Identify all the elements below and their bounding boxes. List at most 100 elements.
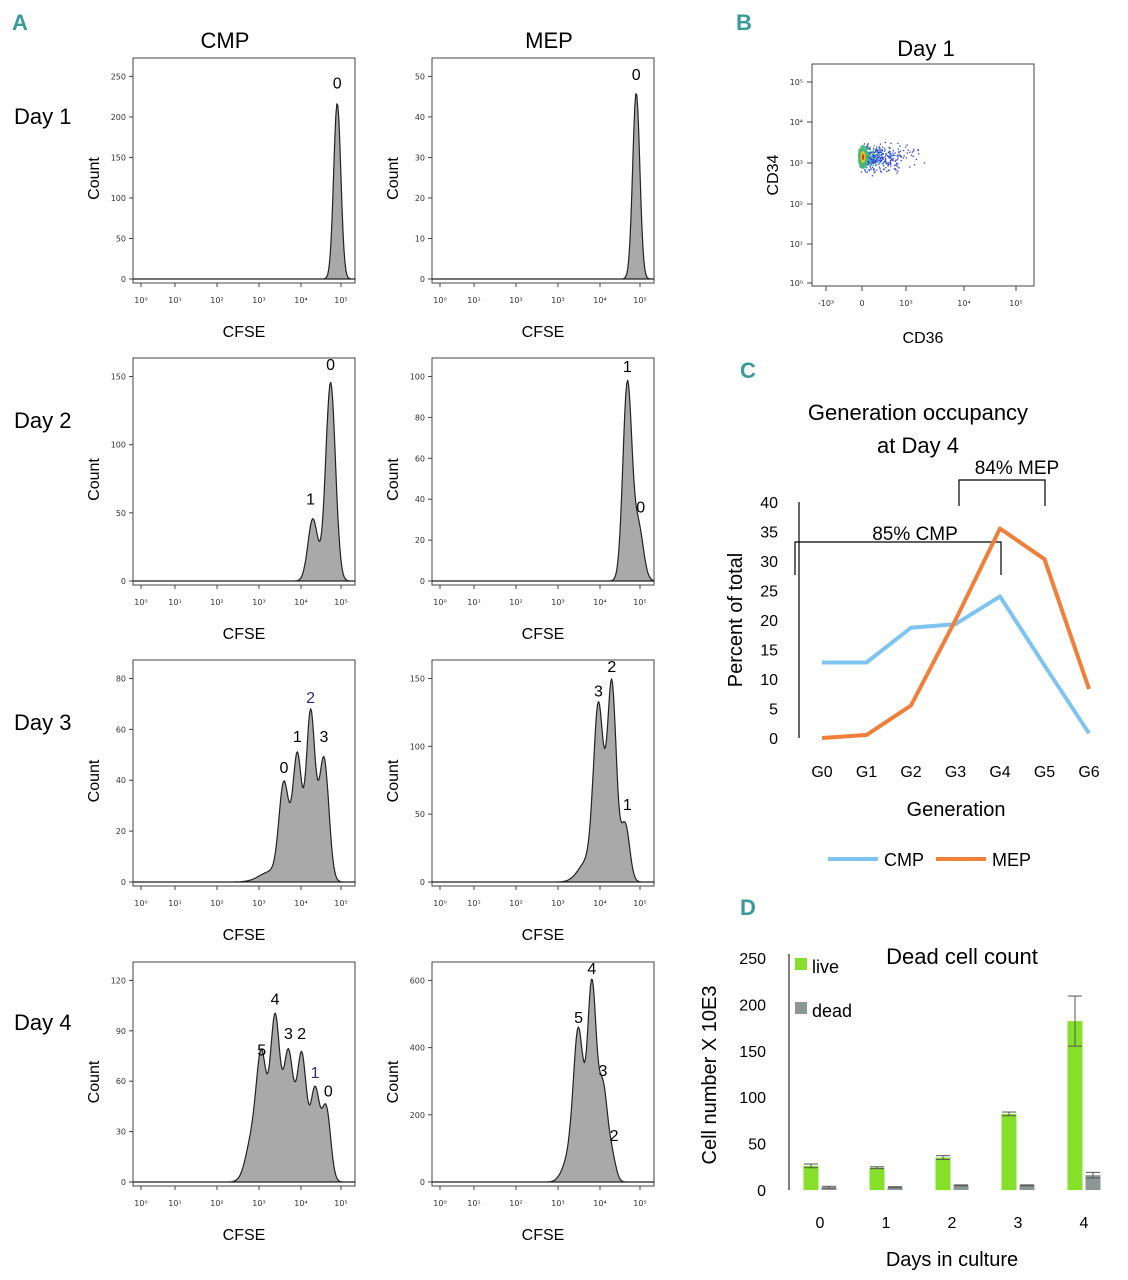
- event-dot: [870, 168, 872, 170]
- y-tick-label: 50: [415, 72, 425, 81]
- event-dot: [883, 148, 886, 150]
- event-dot: [900, 156, 902, 158]
- event-dot: [889, 153, 891, 155]
- x-tick-label: 10³: [252, 598, 265, 607]
- event-dot: [899, 150, 902, 152]
- event-dot: [877, 156, 879, 158]
- series-line-mep: [821, 526, 1091, 740]
- generation-peak-label: 1: [306, 491, 315, 508]
- y-tick-label: 20: [415, 194, 425, 203]
- chart-d-y-ticks: 0 50 100 150 200 250: [739, 951, 766, 1200]
- y-tick-label: 0: [420, 275, 425, 284]
- event-dot: [905, 157, 907, 159]
- event-dot: [885, 149, 887, 151]
- x-tick-label: 10²: [509, 899, 522, 908]
- cfse-axis-label: CFSE: [223, 626, 266, 643]
- event-dot: [897, 163, 899, 165]
- legend-mep-label: MEP: [992, 850, 1031, 870]
- count-axis-label: Count: [385, 759, 402, 802]
- event-dot: [881, 162, 884, 164]
- x-tick-label: 10⁰: [134, 296, 147, 305]
- event-dot: [878, 154, 880, 156]
- x-tick-label: 10³: [551, 1199, 564, 1208]
- histogram-frame: [132, 659, 356, 887]
- y-tick-label: 60: [116, 1077, 126, 1086]
- chart-d-title: Dead cell count: [886, 944, 1038, 969]
- panel-b-y-tick-label: 10⁴: [790, 118, 803, 127]
- event-dot: [870, 159, 872, 161]
- chart-d-y-tick-label: 50: [748, 1137, 766, 1154]
- x-tick-label: 10⁰: [433, 296, 446, 305]
- event-dot: [890, 142, 892, 144]
- event-dot: [876, 159, 878, 161]
- legend-cmp-label: CMP: [884, 850, 924, 870]
- event-dot: [874, 162, 876, 164]
- y-tick-label: 400: [410, 1044, 425, 1053]
- chart-d-bars: [803, 995, 1101, 1190]
- event-dot: [895, 164, 897, 166]
- event-dot: [880, 154, 882, 156]
- y-tick-label: 120: [111, 976, 126, 985]
- event-dot: [891, 159, 893, 161]
- x-tick-label: 10⁵: [334, 598, 347, 607]
- y-tick-label: 90: [116, 1027, 126, 1036]
- event-dot: [899, 145, 901, 147]
- event-dot: [867, 155, 869, 157]
- chart-c-y-tick-label: 20: [760, 613, 778, 630]
- event-dot: [868, 153, 870, 155]
- x-tick-label: 10²: [210, 296, 223, 305]
- event-dot: [873, 161, 875, 163]
- day-label-2: Day 2: [14, 408, 71, 433]
- count-axis-label: Count: [385, 458, 402, 501]
- event-dot: [869, 152, 871, 154]
- chart-c-y-tick-label: 15: [760, 643, 778, 660]
- generation-peak-label: 2: [610, 1128, 619, 1145]
- generation-peak-label: 2: [607, 659, 616, 676]
- event-dot: [871, 175, 874, 177]
- count-axis-label: Count: [385, 157, 402, 200]
- event-dot: [906, 152, 908, 154]
- event-dot: [874, 154, 876, 157]
- event-dot: [866, 164, 868, 166]
- event-dot: [868, 148, 870, 150]
- event-dot: [867, 157, 869, 159]
- histogram-frame: [132, 357, 356, 586]
- event-dot: [890, 153, 892, 155]
- y-tick-label: 40: [415, 113, 425, 122]
- event-dot: [889, 162, 891, 164]
- event-dot: [880, 171, 882, 173]
- event-dot: [876, 157, 878, 159]
- y-tick-label: 0: [420, 878, 425, 887]
- y-tick-label: 100: [111, 441, 126, 450]
- event-dot: [885, 159, 887, 161]
- event-dot: [923, 162, 926, 164]
- event-dot: [879, 143, 881, 145]
- chart-c-legend: CMP MEP: [828, 850, 1031, 870]
- event-dot: [870, 164, 872, 166]
- x-tick-label: 10⁵: [334, 899, 347, 908]
- event-dot: [887, 170, 890, 172]
- x-tick-label: 10⁵: [334, 296, 347, 305]
- cfse-axis-label: CFSE: [522, 324, 565, 341]
- x-tick-label: 10¹: [467, 296, 480, 305]
- event-dot: [888, 146, 890, 148]
- panel-letter-b: B: [736, 10, 752, 35]
- event-dot: [867, 159, 869, 161]
- x-tick-label: 10⁴: [593, 1199, 606, 1208]
- generation-peak-label: 3: [598, 1063, 607, 1080]
- event-dot: [868, 148, 871, 150]
- event-dot: [867, 164, 869, 166]
- x-tick-label: 10⁴: [593, 296, 606, 305]
- event-dot: [880, 159, 882, 162]
- event-dot: [866, 163, 868, 165]
- cfse-axis-label: CFSE: [223, 324, 266, 341]
- event-dot: [896, 165, 898, 167]
- event-dot: [877, 155, 879, 157]
- event-dot: [872, 153, 874, 155]
- generation-peak-label: 4: [587, 961, 596, 978]
- event-dot: [885, 167, 887, 169]
- event-dot: [882, 165, 885, 167]
- event-dot: [869, 152, 871, 155]
- y-tick-label: 30: [116, 1128, 126, 1137]
